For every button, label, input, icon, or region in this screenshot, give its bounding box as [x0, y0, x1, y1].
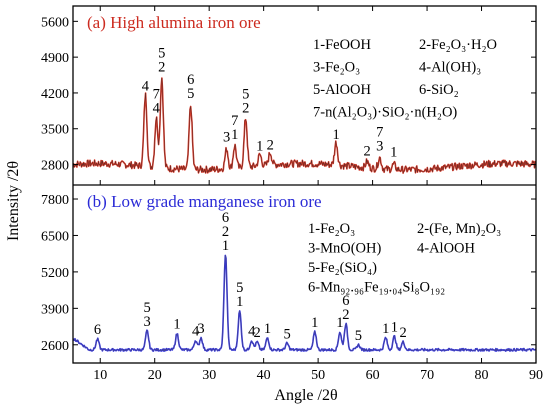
y-tick-label-a-1: 3500 [41, 123, 69, 138]
peak-label-b-5-1: 2 [222, 224, 229, 240]
peak-label-a-12-0: 1 [390, 145, 397, 161]
x-tick-label-5: 60 [366, 368, 380, 383]
panel-title-b: (b) Low grade manganese iron ore [87, 192, 322, 211]
y-tick-label-b-2: 5200 [41, 266, 69, 281]
peak-label-a-4-0: 3 [223, 130, 230, 146]
legend-entry-a-0-1: 2-Fe₂O₃·H₂O [419, 37, 497, 53]
peak-label-a-3-0: 6 [187, 72, 194, 88]
peak-label-b-4-0: 3 [197, 321, 204, 337]
peak-label-b-0-0: 6 [94, 322, 101, 338]
legend-entry-b-1-1: 4-AlOOH [417, 241, 476, 257]
peak-label-a-11-0: 7 [376, 124, 383, 140]
spectrum-line-b [72, 254, 537, 352]
peak-label-b-17-0: 2 [399, 325, 406, 341]
legend-entry-a-2-0: 5-AlOOH [313, 82, 372, 98]
peak-label-a-10-0: 2 [363, 144, 370, 160]
peak-label-b-1-1: 3 [143, 314, 150, 330]
y-axis-title: Intensity /2θ [5, 161, 22, 241]
peak-label-b-15-0: 1 [382, 321, 389, 337]
peak-label-a-3-1: 5 [187, 86, 194, 102]
peak-label-a-6-1: 2 [242, 101, 249, 117]
legend-entry-b-2-0: 5-Fe₂(SiO₄) [308, 260, 377, 276]
legend-entry-a-3-0: 7-n(Al₂O₃)·SiO₂·n(H₂O) [313, 105, 457, 121]
spectrum-trace-b [72, 255, 536, 352]
peak-label-b-13-1: 2 [342, 307, 349, 323]
peak-label-b-1-0: 5 [143, 300, 150, 316]
peak-label-b-3-0: 4 [192, 324, 200, 340]
peak-label-b-8-0: 2 [253, 325, 260, 341]
spectrum-trace-a [72, 78, 536, 174]
legend-entry-a-2-1: 6-SiO₂ [419, 82, 459, 98]
peak-label-a-2-0: 5 [158, 46, 165, 62]
peak-label-a-1-0: 7 [153, 87, 160, 103]
y-tick-label-b-4: 7800 [41, 193, 69, 208]
peak-label-b-14-0: 5 [355, 328, 362, 344]
peak-label-b-7-0: 4 [248, 324, 256, 340]
y-tick-label-a-4: 5600 [41, 15, 69, 30]
y-tick-label-b-3: 6500 [41, 230, 69, 245]
y-tick-label-b-0: 2600 [41, 339, 69, 354]
legend-entry-a-0-0: 1-FeOOH [313, 37, 372, 53]
peak-label-a-8-0: 2 [267, 137, 274, 153]
x-tick-label-4: 50 [311, 368, 325, 383]
peak-label-a-5-1: 1 [231, 127, 238, 143]
peak-label-b-5-2: 1 [222, 238, 229, 254]
peak-label-a-1-1: 4 [153, 101, 161, 117]
y-tick-label-b-1: 3900 [41, 302, 69, 317]
x-tick-label-3: 40 [257, 368, 271, 383]
peak-label-b-13-0: 6 [342, 293, 349, 309]
x-tick-label-1: 20 [148, 368, 162, 383]
panel-title-a: (a) High alumina iron ore [87, 13, 261, 32]
peak-label-b-16-0: 1 [391, 319, 398, 335]
legend-entry-b-1-0: 3-MnO(OH) [308, 241, 381, 257]
peak-label-a-11-1: 3 [376, 138, 383, 154]
peak-label-a-2-1: 2 [158, 60, 165, 76]
legend-entry-a-1-0: 3-Fe₂O₃ [313, 60, 360, 76]
peak-label-b-12-0: 1 [336, 315, 343, 331]
legend-entry-b-0-1: 2-(Fe, Mn)₂O₃ [417, 221, 501, 237]
x-axis-title: Angle /2θ [274, 387, 337, 404]
legend-entry-b-3-0: 6-Mn₉₂.₉₆Fe₁₉.₀₄Si₈O₁₉₂ [308, 280, 445, 296]
y-tick-label-a-3: 4900 [41, 51, 69, 66]
peak-label-b-2-0: 1 [173, 317, 180, 333]
legend-entry-b-0-0: 1-Fe₂O₃ [308, 221, 355, 237]
legend-entry-a-1-1: 4-Al(OH)₃ [419, 60, 481, 76]
x-tick-label-7: 80 [475, 368, 489, 383]
x-tick-label-0: 10 [93, 368, 107, 383]
peak-label-b-11-0: 1 [311, 315, 318, 331]
peak-label-b-10-0: 5 [283, 326, 290, 342]
peak-label-a-6-0: 5 [242, 87, 249, 103]
x-tick-label-8: 90 [529, 368, 543, 383]
x-tick-label-6: 70 [420, 368, 434, 383]
peak-label-b-6-1: 1 [236, 294, 243, 310]
y-tick-label-a-0: 2800 [41, 159, 69, 174]
y-tick-label-a-2: 4200 [41, 87, 69, 102]
peak-label-b-5-0: 6 [222, 210, 229, 226]
peak-label-a-7-0: 1 [256, 138, 263, 154]
peak-label-b-6-0: 5 [236, 280, 243, 296]
peak-label-a-9-0: 1 [332, 127, 339, 143]
peak-label-a-0-0: 4 [142, 79, 150, 95]
peak-label-a-5-0: 7 [231, 113, 238, 129]
x-tick-label-2: 30 [202, 368, 216, 383]
frame-layer: 10 20 30 40 50 60 70 80 90 [72, 5, 543, 383]
peak-label-b-9-0: 1 [264, 321, 271, 337]
